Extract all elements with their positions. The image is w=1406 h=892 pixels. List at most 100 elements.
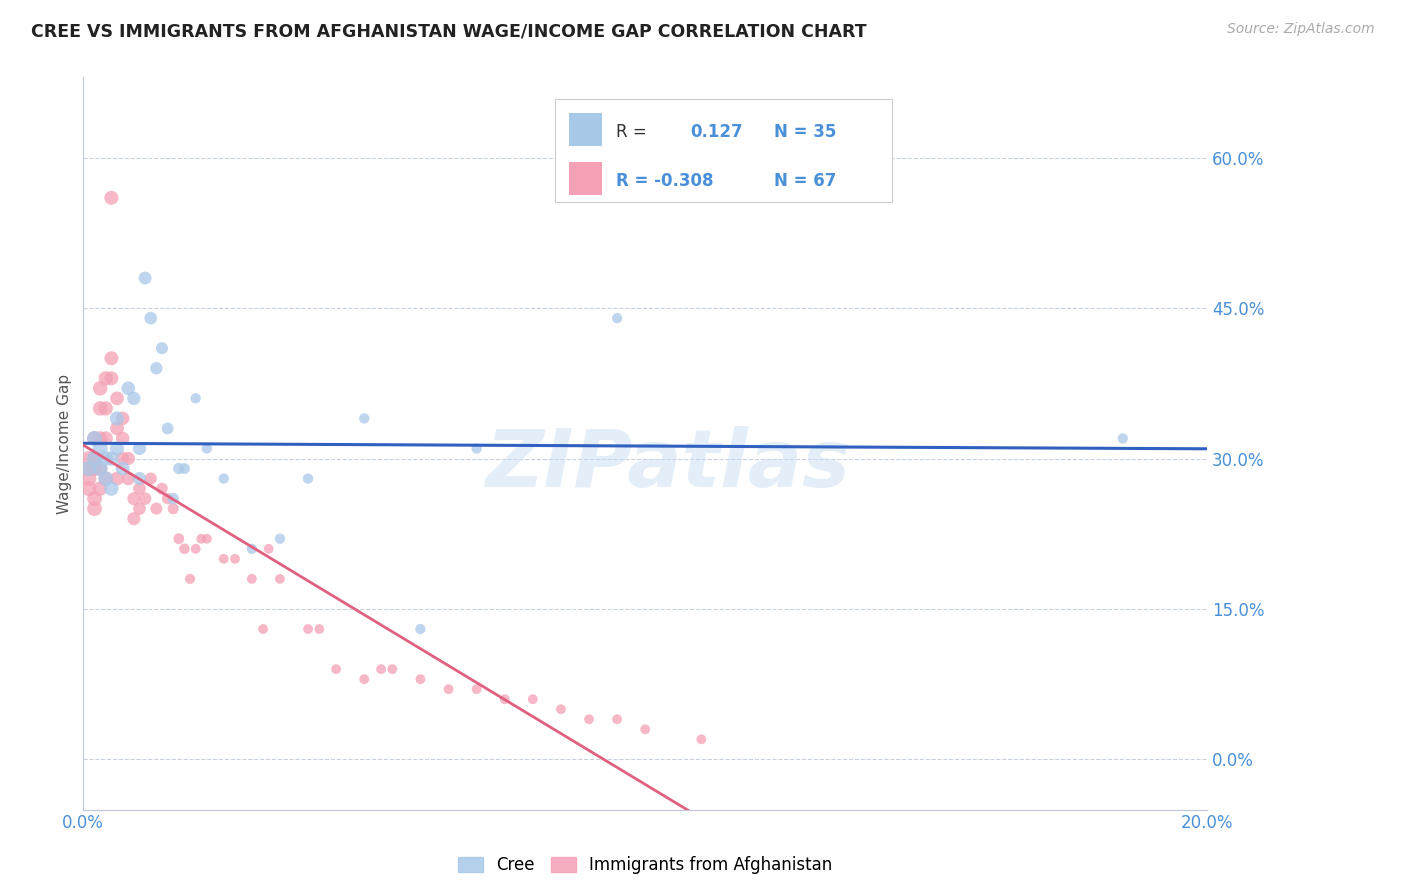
Point	[77, 482, 100, 496]
Point	[100, 482, 122, 496]
Point	[94, 472, 117, 486]
Point	[252, 622, 274, 636]
Text: 0.127: 0.127	[690, 123, 742, 141]
Point	[184, 392, 207, 406]
Point	[578, 712, 600, 726]
Point	[134, 271, 156, 285]
Point	[465, 682, 488, 697]
Point	[139, 311, 162, 326]
Point	[105, 411, 128, 425]
Point	[89, 381, 111, 395]
Point	[190, 532, 212, 546]
Point	[634, 723, 657, 737]
Point	[94, 432, 117, 446]
Point	[173, 461, 195, 475]
Point	[117, 381, 139, 395]
Point	[269, 532, 291, 546]
Point	[297, 472, 319, 486]
Point	[156, 421, 179, 435]
Point	[297, 622, 319, 636]
Point	[139, 472, 162, 486]
Point	[353, 411, 375, 425]
Point	[145, 361, 167, 376]
Point	[117, 451, 139, 466]
Point	[117, 472, 139, 486]
Point	[89, 461, 111, 475]
Point	[77, 451, 100, 466]
Point	[409, 622, 432, 636]
Point	[240, 541, 263, 556]
Point	[105, 421, 128, 435]
Point	[83, 451, 105, 466]
Point	[111, 432, 134, 446]
Text: ZIPatlas: ZIPatlas	[485, 426, 851, 505]
Point	[122, 392, 145, 406]
Point	[94, 451, 117, 466]
Point	[111, 461, 134, 475]
Point	[370, 662, 392, 676]
Point	[77, 461, 100, 475]
Point	[122, 491, 145, 506]
Point	[100, 451, 122, 466]
Point	[83, 501, 105, 516]
Point	[105, 442, 128, 456]
Point	[105, 472, 128, 486]
Point	[89, 442, 111, 456]
Point	[150, 482, 173, 496]
Point	[1112, 432, 1135, 446]
Point	[184, 541, 207, 556]
Point	[240, 572, 263, 586]
Point	[83, 461, 105, 475]
Point	[522, 692, 544, 706]
Point	[100, 371, 122, 385]
Point	[162, 491, 184, 506]
Point	[128, 472, 150, 486]
Point	[89, 432, 111, 446]
Point	[494, 692, 516, 706]
Point	[83, 432, 105, 446]
Point	[83, 491, 105, 506]
Point	[353, 672, 375, 686]
Point	[212, 472, 235, 486]
Point	[134, 491, 156, 506]
Point	[606, 712, 628, 726]
Point	[111, 451, 134, 466]
Point	[195, 532, 218, 546]
Point	[195, 442, 218, 456]
Point	[89, 461, 111, 475]
Point	[89, 482, 111, 496]
Legend: Cree, Immigrants from Afghanistan: Cree, Immigrants from Afghanistan	[458, 856, 832, 874]
Point	[269, 572, 291, 586]
Point	[100, 351, 122, 366]
Point	[94, 472, 117, 486]
Point	[150, 341, 173, 355]
Point	[94, 371, 117, 385]
Text: Source: ZipAtlas.com: Source: ZipAtlas.com	[1227, 22, 1375, 37]
Point	[105, 392, 128, 406]
Point	[690, 732, 713, 747]
Point	[128, 442, 150, 456]
Point	[308, 622, 330, 636]
Point	[550, 702, 572, 716]
Point	[145, 501, 167, 516]
Point	[128, 501, 150, 516]
Point	[465, 442, 488, 456]
Point	[111, 411, 134, 425]
Point	[381, 662, 404, 676]
Point	[212, 551, 235, 566]
Point	[77, 472, 100, 486]
Point	[156, 491, 179, 506]
Point	[325, 662, 347, 676]
Point	[606, 311, 628, 326]
Y-axis label: Wage/Income Gap: Wage/Income Gap	[58, 374, 72, 514]
Point	[162, 501, 184, 516]
Text: R = -0.308: R = -0.308	[616, 172, 713, 190]
Text: N = 35: N = 35	[775, 123, 837, 141]
Point	[173, 541, 195, 556]
Point	[257, 541, 280, 556]
Point	[83, 451, 105, 466]
Point	[100, 191, 122, 205]
Point	[94, 401, 117, 416]
Point	[167, 532, 190, 546]
Point	[122, 512, 145, 526]
